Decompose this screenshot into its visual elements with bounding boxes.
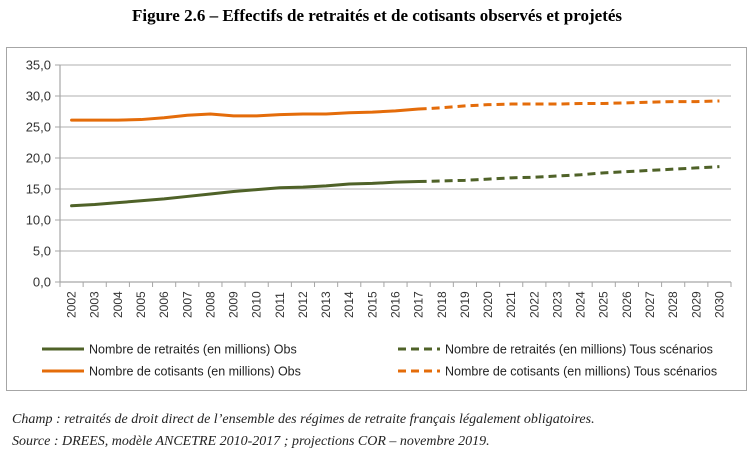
- x-tick-label: 2028: [666, 291, 680, 318]
- y-tick-label: 15,0: [26, 182, 51, 197]
- legend-label: Nombre de cotisants (en millions) Tous s…: [445, 365, 717, 379]
- y-tick-label: 20,0: [26, 151, 51, 166]
- x-tick-label: 2011: [273, 292, 287, 318]
- note-champ: Champ : retraités de droit direct de l’e…: [12, 412, 595, 427]
- x-tick-label: 2019: [458, 291, 472, 318]
- series-line-0: [70, 180, 421, 208]
- series-line-2: [70, 107, 421, 122]
- x-tick-label: 2026: [620, 291, 634, 318]
- line-chart: 0,05,010,015,020,025,030,035,0 2002 2003 2…: [26, 58, 732, 379]
- x-tick-label: 2030: [712, 291, 726, 318]
- x-tick-label: 2018: [435, 291, 449, 318]
- x-tick-label: 2006: [157, 291, 171, 318]
- x-tick-label: 2009: [227, 291, 241, 318]
- x-tick-label: 2022: [527, 291, 541, 318]
- legend: Nombre de retraités (en millions) Obs Nom…: [42, 343, 717, 379]
- x-tick-label: 2027: [643, 291, 657, 318]
- x-tick-label: 2010: [250, 291, 264, 318]
- x-tick-label: 2021: [504, 291, 518, 318]
- x-axis: 2002 2003 2004 2005 2006 2007 2008 2009 2010 2011…: [59, 65, 732, 318]
- x-tick-label: 2012: [296, 291, 310, 318]
- x-tick-label: 2003: [88, 291, 102, 318]
- y-tick-label: 0,0: [33, 275, 51, 290]
- legend-label: Nombre de cotisants (en millions) Obs: [89, 365, 301, 379]
- x-tick-label: 2020: [481, 291, 495, 318]
- y-tick-label: 5,0: [33, 244, 51, 259]
- series-line-3: [418, 99, 720, 111]
- x-tick-label: 2029: [689, 291, 703, 318]
- figure-title: Figure 2.6 – Effectifs de retraités et d…: [131, 6, 623, 25]
- note-source: Source : DREES, modèle ANCETRE 2010-2017…: [12, 434, 490, 449]
- x-tick-label: 2005: [134, 291, 148, 318]
- series-line-1: [418, 165, 720, 184]
- x-tick-label: 2015: [365, 291, 379, 318]
- y-tick-label: 30,0: [26, 89, 51, 104]
- x-tick-label: 2004: [111, 291, 125, 318]
- x-tick-label: 2013: [319, 291, 333, 318]
- x-tick-label: 2014: [342, 291, 356, 318]
- x-tick-label: 2023: [550, 291, 564, 318]
- x-tick-label: 2007: [180, 291, 194, 318]
- y-tick-label: 25,0: [26, 120, 51, 135]
- y-tick-label: 10,0: [26, 213, 51, 228]
- y-axis-ticks: 0,0 5,0 10,0 15,0 20,0 25,0 30,0 35,0: [26, 58, 60, 290]
- legend-label: Nombre de retraités (en millions) Tous s…: [445, 343, 713, 357]
- x-tick-label: 2008: [203, 291, 217, 318]
- chart-frame: [6, 47, 747, 391]
- gridlines: [60, 64, 731, 252]
- x-tick-label: 2002: [65, 291, 79, 318]
- x-tick-label: 2025: [597, 291, 611, 318]
- x-tick-label: 2017: [412, 291, 426, 318]
- x-tick-label: 2016: [389, 291, 403, 318]
- series-lines: [70, 99, 720, 208]
- legend-label: Nombre de retraités (en millions) Obs: [89, 343, 297, 357]
- y-tick-label: 35,0: [26, 58, 51, 73]
- x-tick-label: 2024: [574, 291, 588, 318]
